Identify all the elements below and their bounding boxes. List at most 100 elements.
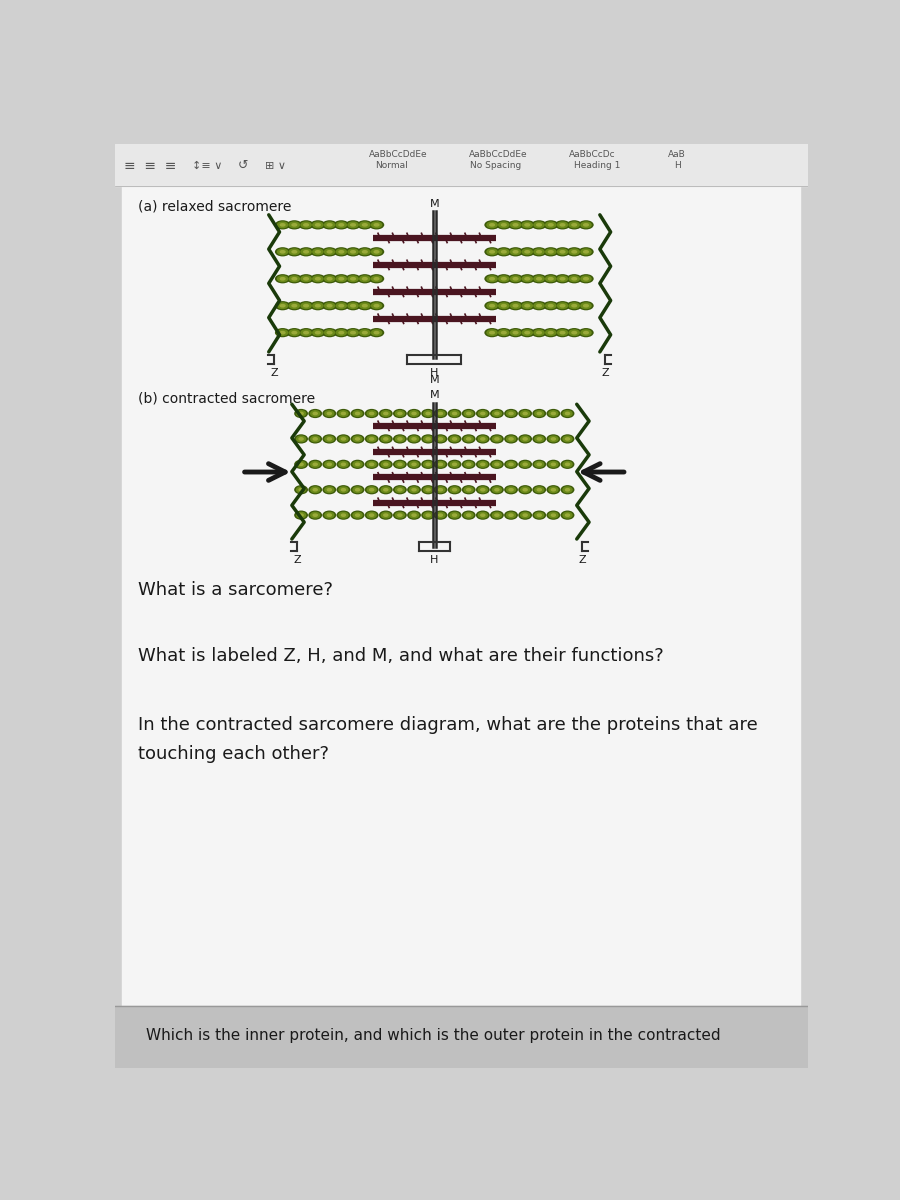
Ellipse shape bbox=[315, 277, 321, 281]
Ellipse shape bbox=[579, 274, 594, 283]
Ellipse shape bbox=[310, 274, 326, 283]
Ellipse shape bbox=[294, 510, 308, 520]
Ellipse shape bbox=[421, 409, 435, 418]
Ellipse shape bbox=[524, 250, 530, 253]
Ellipse shape bbox=[561, 434, 574, 444]
Ellipse shape bbox=[462, 460, 475, 469]
Ellipse shape bbox=[423, 511, 433, 518]
Ellipse shape bbox=[277, 302, 288, 310]
Ellipse shape bbox=[347, 329, 359, 336]
Ellipse shape bbox=[338, 511, 348, 518]
Ellipse shape bbox=[371, 329, 382, 336]
Ellipse shape bbox=[447, 485, 462, 494]
Ellipse shape bbox=[496, 328, 511, 337]
Ellipse shape bbox=[437, 412, 443, 415]
Ellipse shape bbox=[287, 274, 302, 283]
Ellipse shape bbox=[322, 247, 338, 257]
Ellipse shape bbox=[353, 486, 363, 493]
Ellipse shape bbox=[426, 462, 431, 466]
Ellipse shape bbox=[476, 409, 490, 418]
Ellipse shape bbox=[464, 410, 474, 416]
Ellipse shape bbox=[274, 301, 291, 311]
Ellipse shape bbox=[522, 437, 528, 440]
Ellipse shape bbox=[411, 514, 417, 517]
Text: M: M bbox=[429, 390, 439, 401]
Ellipse shape bbox=[531, 301, 546, 311]
Ellipse shape bbox=[518, 485, 532, 494]
Ellipse shape bbox=[421, 434, 435, 444]
Ellipse shape bbox=[421, 510, 435, 520]
Ellipse shape bbox=[522, 412, 528, 415]
Ellipse shape bbox=[338, 331, 345, 335]
Ellipse shape bbox=[274, 247, 291, 257]
Ellipse shape bbox=[560, 250, 565, 253]
Ellipse shape bbox=[374, 304, 380, 307]
Ellipse shape bbox=[277, 221, 288, 228]
Ellipse shape bbox=[409, 511, 419, 518]
Ellipse shape bbox=[353, 436, 363, 443]
Ellipse shape bbox=[395, 486, 405, 493]
Ellipse shape bbox=[500, 277, 507, 281]
Ellipse shape bbox=[583, 331, 590, 335]
Ellipse shape bbox=[506, 461, 517, 468]
Ellipse shape bbox=[312, 275, 324, 282]
Ellipse shape bbox=[452, 412, 457, 415]
Text: ↺: ↺ bbox=[238, 160, 248, 172]
Ellipse shape bbox=[532, 460, 546, 469]
Ellipse shape bbox=[554, 301, 571, 311]
Ellipse shape bbox=[498, 221, 509, 228]
Ellipse shape bbox=[357, 328, 373, 337]
Ellipse shape bbox=[312, 462, 318, 466]
Ellipse shape bbox=[383, 462, 389, 466]
Text: In the contracted sarcomere diagram, what are the proteins that are
touching eac: In the contracted sarcomere diagram, wha… bbox=[138, 716, 758, 763]
Ellipse shape bbox=[371, 221, 382, 228]
Ellipse shape bbox=[543, 328, 559, 337]
Ellipse shape bbox=[303, 331, 310, 335]
Ellipse shape bbox=[509, 302, 521, 310]
Ellipse shape bbox=[350, 223, 356, 227]
Ellipse shape bbox=[506, 410, 517, 416]
Ellipse shape bbox=[309, 434, 322, 444]
Ellipse shape bbox=[548, 461, 559, 468]
Ellipse shape bbox=[504, 409, 518, 418]
Ellipse shape bbox=[532, 434, 546, 444]
Ellipse shape bbox=[347, 275, 359, 282]
Ellipse shape bbox=[512, 250, 518, 253]
Ellipse shape bbox=[289, 329, 300, 336]
Ellipse shape bbox=[536, 304, 542, 307]
Ellipse shape bbox=[411, 462, 417, 466]
Ellipse shape bbox=[490, 434, 504, 444]
Ellipse shape bbox=[338, 277, 345, 281]
Ellipse shape bbox=[346, 221, 361, 229]
Ellipse shape bbox=[494, 437, 500, 440]
Ellipse shape bbox=[362, 277, 368, 281]
Ellipse shape bbox=[508, 247, 523, 257]
Ellipse shape bbox=[491, 410, 502, 416]
Ellipse shape bbox=[374, 223, 380, 227]
Ellipse shape bbox=[315, 250, 321, 253]
Ellipse shape bbox=[310, 247, 326, 257]
Ellipse shape bbox=[298, 462, 304, 466]
Ellipse shape bbox=[434, 460, 447, 469]
Ellipse shape bbox=[533, 221, 544, 228]
Ellipse shape bbox=[560, 223, 565, 227]
Ellipse shape bbox=[572, 250, 577, 253]
Ellipse shape bbox=[508, 462, 514, 466]
Ellipse shape bbox=[579, 221, 594, 229]
Ellipse shape bbox=[506, 511, 517, 518]
Ellipse shape bbox=[434, 485, 447, 494]
Ellipse shape bbox=[327, 223, 333, 227]
Ellipse shape bbox=[548, 223, 554, 227]
Ellipse shape bbox=[362, 250, 368, 253]
Ellipse shape bbox=[561, 409, 574, 418]
Ellipse shape bbox=[301, 275, 312, 282]
Ellipse shape bbox=[324, 486, 335, 493]
Ellipse shape bbox=[301, 221, 312, 228]
Ellipse shape bbox=[566, 221, 582, 229]
Ellipse shape bbox=[531, 221, 546, 229]
Ellipse shape bbox=[379, 460, 392, 469]
Ellipse shape bbox=[369, 514, 374, 517]
Ellipse shape bbox=[489, 223, 495, 227]
Ellipse shape bbox=[561, 460, 574, 469]
Ellipse shape bbox=[362, 331, 368, 335]
